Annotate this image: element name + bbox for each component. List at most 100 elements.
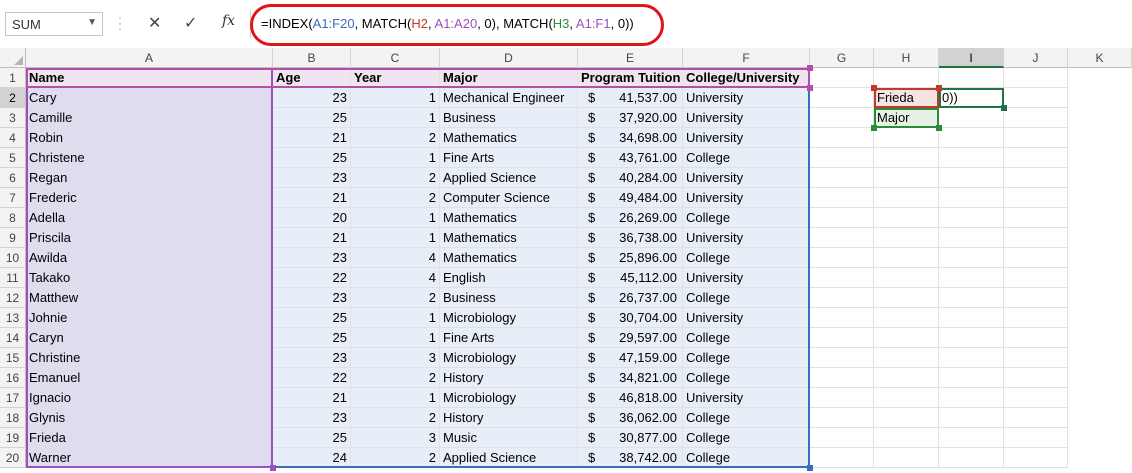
empty-cell[interactable] — [810, 328, 874, 348]
row-header-13[interactable]: 13 — [0, 308, 26, 328]
header-major[interactable]: Major — [440, 68, 578, 88]
cell-year[interactable]: 1 — [351, 148, 440, 168]
active-cell-i2[interactable]: 0)) — [939, 88, 1004, 108]
cell-major[interactable]: Microbiology — [440, 388, 578, 408]
cell-age[interactable]: 25 — [273, 328, 351, 348]
empty-cell[interactable] — [939, 68, 1004, 88]
cell-age[interactable]: 22 — [273, 268, 351, 288]
cell-age[interactable]: 25 — [273, 148, 351, 168]
empty-cell[interactable] — [939, 208, 1004, 228]
empty-cell[interactable] — [939, 348, 1004, 368]
empty-cell[interactable] — [874, 388, 939, 408]
header-name[interactable]: Name — [26, 68, 273, 88]
empty-cell[interactable] — [1004, 368, 1068, 388]
empty-cell[interactable] — [810, 448, 874, 468]
cell-h3-lookup-field[interactable]: Major — [874, 108, 939, 128]
cell-college[interactable]: College — [683, 288, 810, 308]
cell-major[interactable]: Fine Arts — [440, 328, 578, 348]
cell-age[interactable]: 20 — [273, 208, 351, 228]
row-header-16[interactable]: 16 — [0, 368, 26, 388]
empty-cell[interactable] — [874, 128, 939, 148]
empty-cell[interactable] — [874, 328, 939, 348]
cell-major[interactable]: Mathematics — [440, 208, 578, 228]
cell-name[interactable]: Robin — [26, 128, 273, 148]
row-header-19[interactable]: 19 — [0, 428, 26, 448]
empty-cell[interactable] — [874, 148, 939, 168]
cell-major[interactable]: Mechanical Engineer — [440, 88, 578, 108]
empty-cell[interactable] — [1004, 328, 1068, 348]
empty-cell[interactable] — [939, 428, 1004, 448]
cell-name[interactable]: Awilda — [26, 248, 273, 268]
cell-year[interactable]: 2 — [351, 168, 440, 188]
empty-cell[interactable] — [1004, 128, 1068, 148]
empty-cell[interactable] — [939, 408, 1004, 428]
cell-year[interactable]: 2 — [351, 408, 440, 428]
cell-tuition[interactable]: $29,597.00 — [578, 328, 683, 348]
cell-college[interactable]: College — [683, 408, 810, 428]
row-header-12[interactable]: 12 — [0, 288, 26, 308]
cell-major[interactable]: Applied Science — [440, 168, 578, 188]
empty-cell[interactable] — [874, 408, 939, 428]
cell-year[interactable]: 2 — [351, 288, 440, 308]
empty-cell[interactable] — [939, 188, 1004, 208]
cell-name[interactable]: Ignacio — [26, 388, 273, 408]
empty-cell[interactable] — [874, 168, 939, 188]
empty-cell[interactable] — [1004, 248, 1068, 268]
empty-cell[interactable] — [939, 308, 1004, 328]
row-header-4[interactable]: 4 — [0, 128, 26, 148]
cell-year[interactable]: 3 — [351, 348, 440, 368]
cell-college[interactable]: College — [683, 348, 810, 368]
empty-cell[interactable] — [874, 248, 939, 268]
cell-major[interactable]: Microbiology — [440, 348, 578, 368]
cell-year[interactable]: 1 — [351, 228, 440, 248]
cell-tuition[interactable]: $36,062.00 — [578, 408, 683, 428]
empty-cell[interactable] — [810, 88, 874, 108]
cell-name[interactable]: Matthew — [26, 288, 273, 308]
cell-age[interactable]: 23 — [273, 248, 351, 268]
empty-cell[interactable] — [939, 448, 1004, 468]
empty-cell[interactable] — [1004, 168, 1068, 188]
cell-year[interactable]: 4 — [351, 248, 440, 268]
cell-major[interactable]: Computer Science — [440, 188, 578, 208]
cell-college[interactable]: College — [683, 208, 810, 228]
empty-cell[interactable] — [939, 388, 1004, 408]
cell-tuition[interactable]: $47,159.00 — [578, 348, 683, 368]
empty-cell[interactable] — [810, 188, 874, 208]
empty-cell[interactable] — [1004, 288, 1068, 308]
empty-cell[interactable] — [1004, 68, 1068, 88]
cell-name[interactable]: Glynis — [26, 408, 273, 428]
empty-cell[interactable] — [939, 128, 1004, 148]
cell-name[interactable]: Johnie — [26, 308, 273, 328]
cell-age[interactable]: 25 — [273, 308, 351, 328]
cell-major[interactable]: English — [440, 268, 578, 288]
empty-cell[interactable] — [939, 228, 1004, 248]
cell-name[interactable]: Emanuel — [26, 368, 273, 388]
row-header-7[interactable]: 7 — [0, 188, 26, 208]
cell-major[interactable]: Applied Science — [440, 448, 578, 468]
empty-cell[interactable] — [1004, 268, 1068, 288]
cell-major[interactable]: History — [440, 408, 578, 428]
cell-year[interactable]: 2 — [351, 448, 440, 468]
cell-age[interactable]: 23 — [273, 288, 351, 308]
row-header-10[interactable]: 10 — [0, 248, 26, 268]
cell-major[interactable]: Fine Arts — [440, 148, 578, 168]
empty-cell[interactable] — [874, 308, 939, 328]
column-header-k[interactable]: K — [1068, 48, 1132, 68]
empty-cell[interactable] — [939, 148, 1004, 168]
cell-college[interactable]: University — [683, 128, 810, 148]
cell-year[interactable]: 3 — [351, 428, 440, 448]
row-header-2[interactable]: 2 — [0, 88, 26, 108]
header-program-tuition[interactable]: Program Tuition — [578, 68, 683, 88]
cell-major[interactable]: Mathematics — [440, 228, 578, 248]
cell-name[interactable]: Takako — [26, 268, 273, 288]
cell-name[interactable]: Regan — [26, 168, 273, 188]
insert-function-icon[interactable]: fx — [222, 13, 236, 29]
row-header-1[interactable]: 1 — [0, 68, 26, 88]
cell-tuition[interactable]: $36,738.00 — [578, 228, 683, 248]
empty-cell[interactable] — [1004, 308, 1068, 328]
empty-cell[interactable] — [810, 348, 874, 368]
cell-college[interactable]: University — [683, 268, 810, 288]
cell-tuition[interactable]: $46,818.00 — [578, 388, 683, 408]
cell-college[interactable]: College — [683, 428, 810, 448]
cell-college[interactable]: University — [683, 108, 810, 128]
